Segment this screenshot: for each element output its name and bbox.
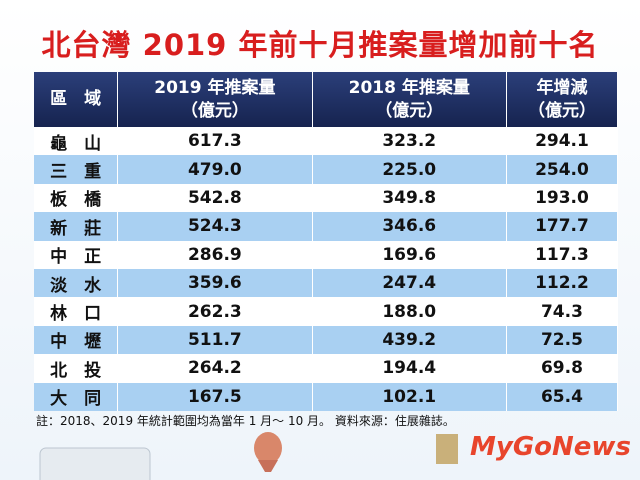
value-cell: 102.1 (312, 382, 507, 411)
value-cell: 112.2 (506, 268, 619, 298)
district-cell: 北 投 (34, 354, 119, 383)
value-cell: 69.8 (506, 354, 619, 383)
district-cell: 中 正 (34, 240, 119, 269)
value-cell: 194.4 (312, 354, 507, 383)
header-line: （億元） (180, 100, 249, 121)
value-cell: 542.8 (117, 183, 313, 213)
value-cell: 225.0 (312, 155, 507, 184)
value-cell: 117.3 (506, 240, 619, 269)
table-row: 三 重 479.0 225.0 254.0 (34, 155, 619, 184)
table-row: 龜 山 617.3 323.2 294.1 (34, 127, 619, 156)
district-cell: 新 莊 (34, 212, 119, 241)
district-cell: 龜 山 (34, 127, 119, 156)
value-cell: 479.0 (117, 155, 313, 184)
value-cell: 254.0 (506, 155, 619, 184)
value-cell: 323.2 (312, 127, 507, 156)
value-cell: 65.4 (506, 382, 619, 411)
header-line: 區 域 (50, 89, 102, 109)
header-line: （億元） (527, 100, 596, 121)
header-line: 2019 年推案量 (154, 77, 276, 98)
table-row: 大 同 167.5 102.1 65.4 (34, 382, 619, 411)
column-header: 2018 年推案量 （億元） (312, 72, 507, 127)
header-line: 年增減 (536, 77, 588, 98)
footnote: 註：2018、2019 年統計範圍均為當年 1 月～ 10 月。 資料來源：住展… (36, 414, 455, 428)
value-cell: 72.5 (506, 325, 619, 355)
district-cell: 中 壢 (34, 325, 119, 355)
district-cell: 板 橋 (34, 183, 119, 213)
district-cell: 大 同 (34, 382, 119, 411)
table-row: 新 莊 524.3 346.6 177.7 (34, 212, 619, 241)
value-cell: 524.3 (117, 212, 313, 241)
table-row: 淡 水 359.6 247.4 112.2 (34, 268, 619, 298)
value-cell: 349.8 (312, 183, 507, 213)
district-cell: 淡 水 (34, 268, 119, 298)
column-header: 年增減 （億元） (506, 72, 619, 127)
logo: MyGoNews (470, 432, 631, 462)
value-cell: 359.6 (117, 268, 313, 298)
value-cell: 617.3 (117, 127, 313, 156)
value-cell: 439.2 (312, 325, 507, 355)
title: 北台灣 2019 年前十月推案量增加前十名 (41, 28, 599, 62)
column-header: 區 域 (34, 72, 119, 127)
table-row: 北 投 264.2 194.4 69.8 (34, 354, 619, 383)
district-cell: 林 口 (34, 297, 119, 326)
value-cell: 74.3 (506, 297, 619, 326)
value-cell: 167.5 (117, 382, 313, 411)
column-header: 2019 年推案量 （億元） (117, 72, 313, 127)
table-row: 中 正 286.9 169.6 117.3 (34, 240, 619, 269)
value-cell: 193.0 (506, 183, 619, 213)
table-row: 林 口 262.3 188.0 74.3 (34, 297, 619, 326)
table-row: 中 壢 511.7 439.2 72.5 (34, 325, 619, 355)
table-row: 板 橋 542.8 349.8 193.0 (34, 183, 619, 213)
value-cell: 262.3 (117, 297, 313, 326)
district-cell: 三 重 (34, 155, 119, 184)
value-cell: 169.6 (312, 240, 507, 269)
value-cell: 247.4 (312, 268, 507, 298)
header-line: （億元） (375, 100, 444, 121)
value-cell: 286.9 (117, 240, 313, 269)
decoration (39, 432, 458, 480)
value-cell: 294.1 (506, 127, 619, 156)
value-cell: 511.7 (117, 325, 313, 355)
value-cell: 264.2 (117, 354, 313, 383)
value-cell: 346.6 (312, 212, 507, 241)
value-cell: 188.0 (312, 297, 507, 326)
value-cell: 177.7 (506, 212, 619, 241)
header-line: 2018 年推案量 (348, 77, 470, 98)
